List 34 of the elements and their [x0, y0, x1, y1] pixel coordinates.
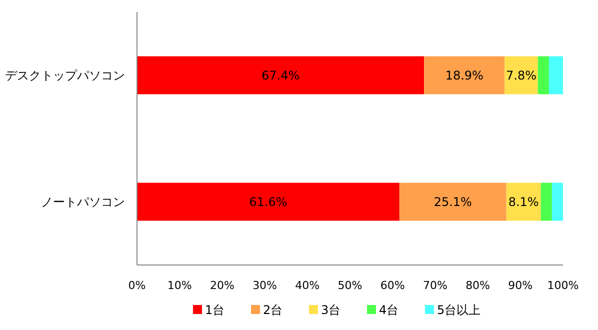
x-tick-label: 0% [128, 279, 146, 292]
bar [504, 56, 538, 94]
x-tick-label: 70% [422, 279, 448, 292]
legend-label: 1台 [205, 303, 225, 318]
bar [506, 182, 541, 221]
x-tick-label: 90% [508, 279, 533, 292]
x-tick-label: 100% [547, 279, 579, 292]
data-label: 8.1% [508, 194, 539, 209]
data-label: 61.6% [249, 194, 288, 209]
bar [137, 56, 424, 94]
x-tick-label: 80% [466, 279, 490, 292]
bar [424, 56, 505, 94]
y-tick-label: デスクトップパソコン [5, 68, 125, 82]
bar [548, 56, 563, 94]
x-tick-label: 50% [338, 279, 362, 292]
x-tick-label: 40% [295, 279, 320, 292]
x-tick-label: 10% [167, 279, 192, 292]
x-tick-label: 60% [380, 279, 405, 292]
legend-label: 5台以上 [437, 303, 481, 318]
data-label: 25.1% [434, 194, 472, 209]
data-label: 67.4% [262, 68, 300, 82]
legend-label: 3台 [321, 303, 341, 318]
bar [137, 182, 400, 221]
bar [538, 56, 549, 94]
data-label: 7.8% [506, 68, 536, 82]
bar [540, 182, 552, 221]
bar [552, 182, 563, 221]
x-tick-label: 20% [210, 279, 234, 292]
bar [399, 182, 506, 221]
legend-label: 2台 [263, 303, 283, 318]
x-tick-label: 30% [252, 279, 278, 292]
data-label: 18.9% [445, 68, 484, 82]
y-tick-label: ノートパソコン [41, 194, 125, 209]
legend-label: 4台 [379, 303, 399, 318]
